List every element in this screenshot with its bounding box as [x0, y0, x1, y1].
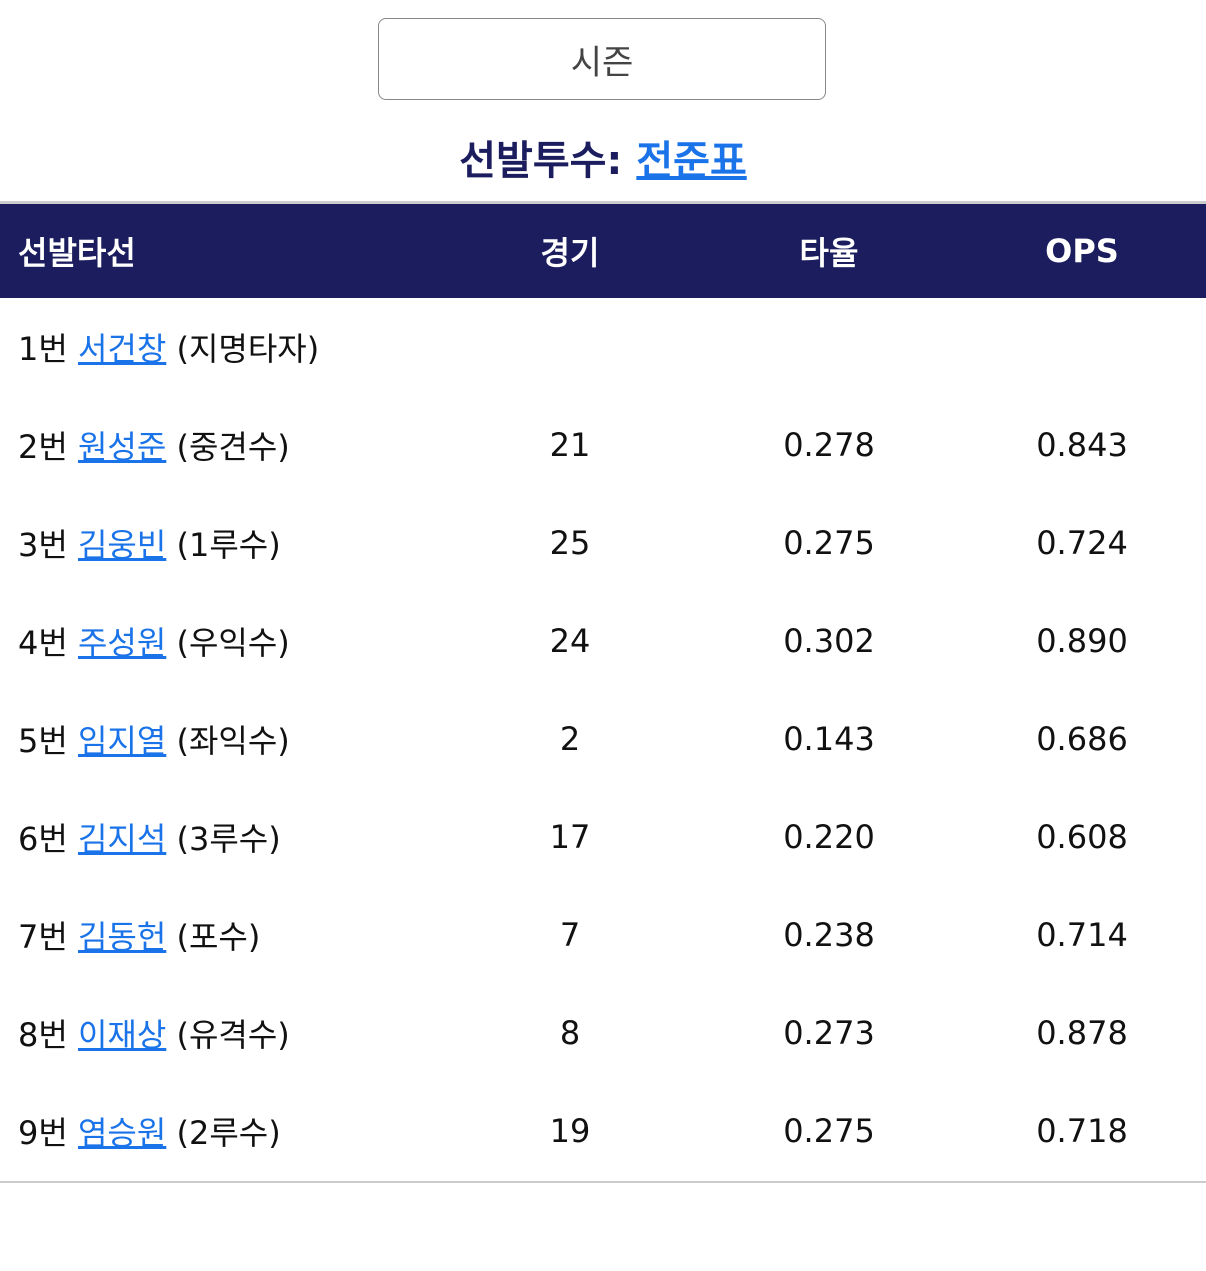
batting-order: 4번	[18, 624, 68, 662]
player-cell: 1번 서건창 (지명타자)	[0, 298, 440, 396]
player-cell: 6번 김지석 (3루수)	[0, 788, 440, 886]
games-cell: 7	[559, 916, 581, 954]
player-name[interactable]: 염승원	[77, 1114, 167, 1152]
games-cell: 2	[559, 720, 581, 758]
games-cell: 21	[549, 426, 591, 464]
ops-cell: 0.686	[1036, 720, 1128, 758]
column-header: 타율	[799, 234, 859, 272]
player-name[interactable]: 김동헌	[77, 918, 167, 956]
column-header: 경기	[540, 234, 600, 272]
player-name[interactable]: 서건창	[77, 330, 167, 368]
starting-pitcher: 선발투수: 전준표	[0, 128, 1206, 186]
player-name[interactable]: 이재상	[77, 1016, 167, 1054]
avg-cell: 0.273	[783, 1014, 875, 1052]
lineup-row: 1번 서건창 (지명타자)	[0, 298, 1206, 396]
lineup-row: 9번 염승원 (2루수) 19 0.275 0.718	[0, 1082, 1206, 1180]
ops-cell: 0.843	[1036, 426, 1128, 464]
avg-cell: 0.220	[783, 818, 875, 856]
player-name[interactable]: 김웅빈	[77, 526, 167, 564]
lineup-row: 2번 원성준 (중견수) 21 0.278 0.843	[0, 396, 1206, 494]
games-cell: 19	[549, 1112, 591, 1150]
column-header: 선발타선	[18, 234, 136, 272]
player-cell: 5번 임지열 (좌익수)	[0, 690, 440, 788]
games-cell: 25	[549, 524, 591, 562]
player-name[interactable]: 임지열	[77, 722, 167, 760]
batting-order: 5번	[18, 722, 68, 760]
ops-cell	[958, 298, 1206, 396]
player-cell: 4번 주성원 (우익수)	[0, 592, 440, 690]
column-header: OPS	[1045, 232, 1119, 270]
batting-order: 3번	[18, 526, 68, 564]
lineup-row: 8번 이재상 (유격수) 8 0.273 0.878	[0, 984, 1206, 1082]
pitcher-name[interactable]: 전준표	[636, 138, 747, 184]
avg-cell	[700, 298, 958, 396]
ops-cell: 0.890	[1036, 622, 1128, 660]
avg-cell: 0.275	[783, 524, 875, 562]
position: (1루수)	[176, 526, 281, 564]
position: (2루수)	[176, 1114, 281, 1152]
games-cell: 24	[549, 622, 591, 660]
lineup-row: 5번 임지열 (좌익수) 2 0.143 0.686	[0, 690, 1206, 788]
ops-cell: 0.878	[1036, 1014, 1128, 1052]
avg-cell: 0.278	[783, 426, 875, 464]
lineup-row: 6번 김지석 (3루수) 17 0.220 0.608	[0, 788, 1206, 886]
ops-cell: 0.724	[1036, 524, 1128, 562]
batting-order: 8번	[18, 1016, 68, 1054]
lineup-row: 4번 주성원 (우익수) 24 0.302 0.890	[0, 592, 1206, 690]
player-name[interactable]: 원성준	[77, 428, 167, 466]
separator	[0, 201, 1206, 204]
lineup-row: 7번 김동헌 (포수) 7 0.238 0.714	[0, 886, 1206, 984]
separator	[0, 1181, 1206, 1183]
player-name[interactable]: 김지석	[77, 820, 167, 858]
ops-cell: 0.718	[1036, 1112, 1128, 1150]
position: (유격수)	[176, 1016, 290, 1054]
games-cell: 8	[559, 1014, 581, 1052]
position: (포수)	[176, 918, 261, 956]
player-name[interactable]: 주성원	[77, 624, 167, 662]
ops-cell: 0.714	[1036, 916, 1128, 954]
position: (우익수)	[176, 624, 290, 662]
player-cell: 8번 이재상 (유격수)	[0, 984, 440, 1082]
season-button[interactable]: 시즌	[378, 18, 826, 100]
avg-cell: 0.275	[783, 1112, 875, 1150]
batting-order: 1번	[18, 330, 68, 368]
games-cell: 17	[549, 818, 591, 856]
player-cell: 2번 원성준 (중견수)	[0, 396, 440, 494]
header-row: 선발타선 경기 타율 OPS	[0, 204, 1206, 298]
lineup-table: 선발타선 경기 타율 OPS 1번 서건창 (지명타자) 2번 원성준 (중견수) 21 0…	[0, 204, 1206, 1180]
ops-cell: 0.608	[1036, 818, 1128, 856]
player-cell: 7번 김동헌 (포수)	[0, 886, 440, 984]
avg-cell: 0.143	[783, 720, 875, 758]
position: (3루수)	[176, 820, 281, 858]
batting-order: 2번	[18, 428, 68, 466]
position: (중견수)	[176, 428, 290, 466]
batting-order: 9번	[18, 1114, 68, 1152]
avg-cell: 0.302	[783, 622, 875, 660]
player-cell: 9번 염승원 (2루수)	[0, 1082, 440, 1180]
player-cell: 3번 김웅빈 (1루수)	[0, 494, 440, 592]
avg-cell: 0.238	[783, 916, 875, 954]
position: (좌익수)	[176, 722, 290, 760]
games-cell	[440, 298, 700, 396]
batting-order: 7번	[18, 918, 68, 956]
position: (지명타자)	[176, 330, 320, 368]
lineup-row: 3번 김웅빈 (1루수) 25 0.275 0.724	[0, 494, 1206, 592]
batting-order: 6번	[18, 820, 68, 858]
pitcher-label: 선발투수:	[459, 138, 623, 184]
